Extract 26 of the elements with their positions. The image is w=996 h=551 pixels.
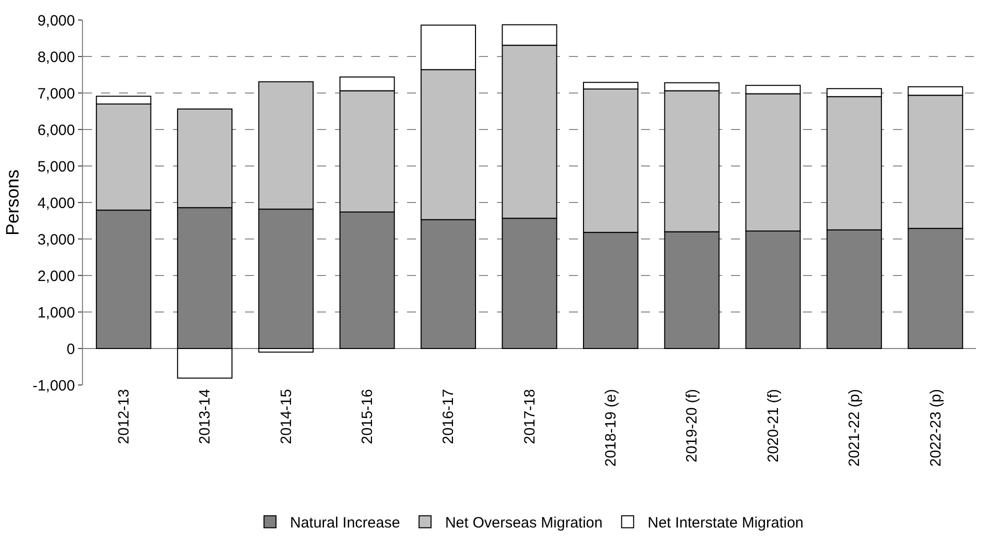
y-tick-label: 4,000: [37, 194, 75, 212]
x-tick-label: 2013-14: [196, 389, 214, 444]
x-tick-label: 2020-21 (f): [764, 388, 782, 462]
x-tick-label: 2018-19 (e): [602, 389, 620, 467]
y-tick-label: -1,000: [32, 377, 75, 394]
y-tick-label: 8,000: [37, 48, 75, 66]
y-tick-label: 9,000: [37, 12, 75, 30]
x-tick-label: 2012-13: [115, 389, 132, 444]
y-tick-label: 1,000: [37, 304, 75, 322]
y-tick-label: 3,000: [37, 231, 75, 248]
legend-label: Net Interstate Migration: [648, 514, 804, 532]
x-tick-label: 2017-18: [521, 389, 538, 444]
y-axis-title: Persons: [2, 169, 23, 236]
y-tick-label: 0: [66, 340, 75, 358]
x-tick-label: 2021-22 (p): [846, 389, 864, 467]
x-tick-label: 2014-15: [278, 389, 295, 444]
y-tick-label: 5,000: [37, 158, 75, 176]
x-tick-label: 2019-20 (f): [684, 388, 701, 462]
y-tick-label: 6,000: [37, 122, 75, 139]
y-tick-label: 7,000: [37, 85, 75, 102]
legend-label: Natural Increase: [290, 514, 400, 532]
x-tick-label: 2022-23 (p): [927, 389, 944, 467]
legend-label: Net Overseas Migration: [445, 514, 603, 532]
x-tick-label: 2016-17: [440, 389, 458, 444]
y-tick-label: 2,000: [37, 268, 75, 285]
x-tick-label: 2015-16: [359, 389, 376, 444]
